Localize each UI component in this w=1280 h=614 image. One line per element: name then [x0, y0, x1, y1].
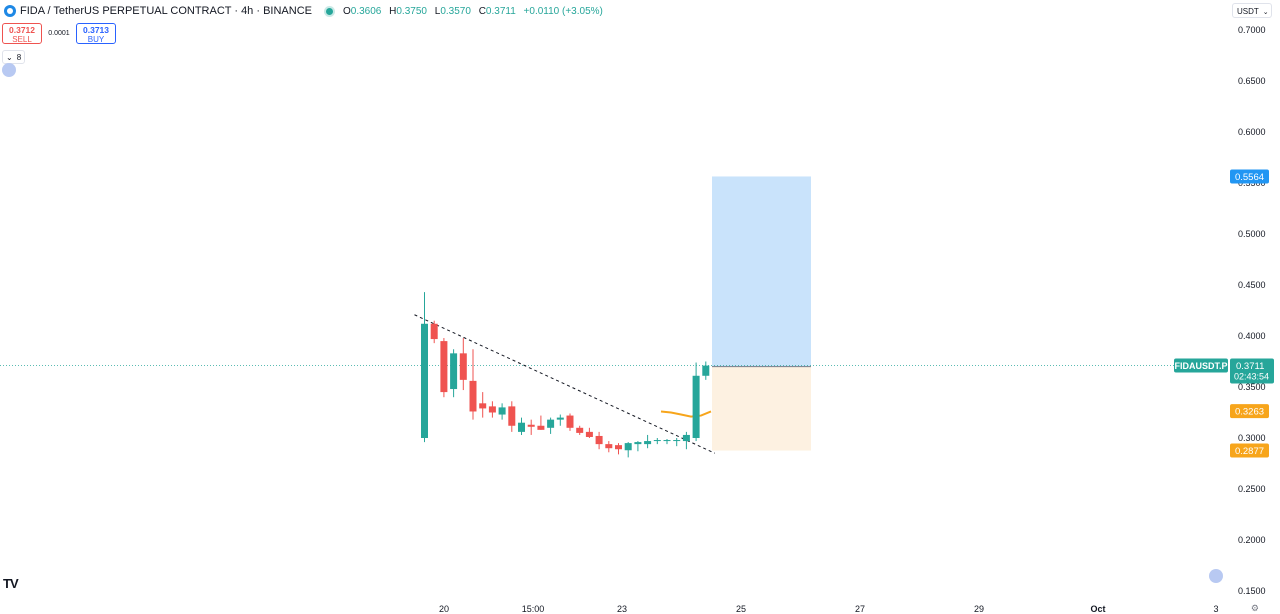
price-tick: 0.3500 [1238, 382, 1266, 392]
price-tick: 0.5000 [1238, 229, 1266, 239]
ohlc-low: 0.3570 [440, 5, 471, 17]
candle-body [566, 415, 574, 428]
candle-body [488, 406, 496, 413]
buy-button[interactable]: 0.3713 BUY [76, 23, 116, 44]
price-label-box [1230, 404, 1269, 419]
candle-body [576, 427, 584, 433]
candle-body [585, 431, 593, 437]
ma-line [660, 410, 712, 418]
ohlc-values: O0.3606 H0.3750 L0.3570 C0.3711 +0.0110 … [342, 5, 603, 17]
candle-body [440, 341, 448, 393]
chevron-down-icon: ⌄ [1262, 9, 1269, 16]
symbol-title[interactable]: FIDA / TetherUS PERPETUAL CONTRACT · 4h … [20, 5, 312, 17]
profit-zone [712, 176, 811, 367]
time-tick: 29 [974, 604, 984, 613]
price-label: 0.5564 [1235, 172, 1264, 183]
stop-zone [712, 366, 811, 451]
candle-body [479, 403, 487, 409]
candle-body [547, 419, 555, 428]
price-label: 0.2877 [1235, 446, 1264, 457]
candle-body [469, 380, 477, 412]
candle-body [644, 441, 652, 445]
symbol-label-box [1174, 358, 1228, 373]
price-tick: 0.2500 [1238, 484, 1266, 494]
candle-body [430, 323, 438, 340]
indicator-count: 8 [16, 52, 22, 62]
ohlc-open: 0.3606 [350, 5, 382, 17]
currency-select[interactable]: USDT ⌄ [1232, 3, 1272, 18]
candle-body [518, 422, 525, 432]
price-label: 0.3263 [1235, 407, 1264, 418]
candle-body [537, 425, 545, 430]
symbol-logo-icon [4, 5, 16, 17]
time-tick: 15:00 [522, 604, 545, 613]
time-tick: 3 [1213, 604, 1218, 613]
spread-value: 0.0001 [48, 30, 70, 37]
scroll-to-realtime-icon[interactable] [1209, 569, 1223, 583]
price-tick: 0.4000 [1238, 331, 1266, 341]
price-tick: 0.6000 [1238, 127, 1266, 137]
price-tick: 0.7000 [1238, 25, 1266, 35]
sell-button[interactable]: 0.3712 SELL [2, 23, 42, 44]
candle-body [702, 365, 710, 376]
candle-body [663, 440, 671, 442]
candle-body [653, 440, 661, 442]
alert-marker-icon[interactable] [2, 63, 16, 77]
price-label-box [1230, 443, 1269, 458]
time-tick: 23 [617, 604, 627, 613]
indicators-toggle[interactable]: ⌄ 8 [2, 50, 26, 64]
price-tick: 0.1500 [1238, 586, 1266, 596]
tradingview-logo-icon[interactable]: TV [3, 576, 19, 591]
price-tick: 0.4500 [1238, 280, 1266, 290]
candle-body [498, 407, 506, 415]
chevron-down-icon: ⌄ [6, 52, 13, 62]
time-tick: 27 [855, 604, 865, 613]
candle-body [508, 406, 516, 426]
ohlc-high: 0.3750 [396, 5, 427, 17]
price-tick: 0.3000 [1238, 433, 1266, 443]
candle-body [692, 375, 700, 438]
time-tick: 20 [439, 604, 449, 613]
candle-body [624, 443, 632, 451]
market-open-icon [325, 7, 333, 15]
candle-body [459, 353, 467, 380]
last-price-box [1230, 358, 1274, 384]
symbol-label: FIDAUSDT.P [1174, 361, 1227, 371]
candle-body [421, 323, 428, 438]
ohlc-change: +0.0110 (+3.05%) [523, 5, 603, 17]
candle-body [556, 417, 564, 420]
candle-body [615, 445, 622, 450]
price-label-box [1230, 169, 1269, 184]
chart-header: FIDA / TetherUS PERPETUAL CONTRACT · 4h … [0, 0, 1228, 22]
candle-body [634, 442, 642, 445]
time-tick: 25 [736, 604, 746, 613]
candle-body [450, 353, 458, 390]
last-price-value: 0.3711 [1236, 361, 1264, 372]
candle-body [605, 444, 613, 449]
ohlc-close: 0.3711 [485, 5, 516, 17]
gear-icon[interactable]: ⚙ [1250, 603, 1259, 613]
trade-buttons: 0.3712 SELL 0.0001 0.3713 BUY [2, 23, 116, 44]
time-tick: Oct [1090, 604, 1105, 613]
candle-body [527, 424, 535, 427]
candle-body [682, 434, 690, 442]
bar-countdown: 02:43:54 [1234, 371, 1269, 381]
candle-body [595, 435, 603, 445]
price-tick: 0.6500 [1238, 76, 1266, 86]
price-tick: 0.2000 [1238, 535, 1266, 545]
candle-body [673, 440, 681, 442]
trendline [414, 314, 716, 454]
